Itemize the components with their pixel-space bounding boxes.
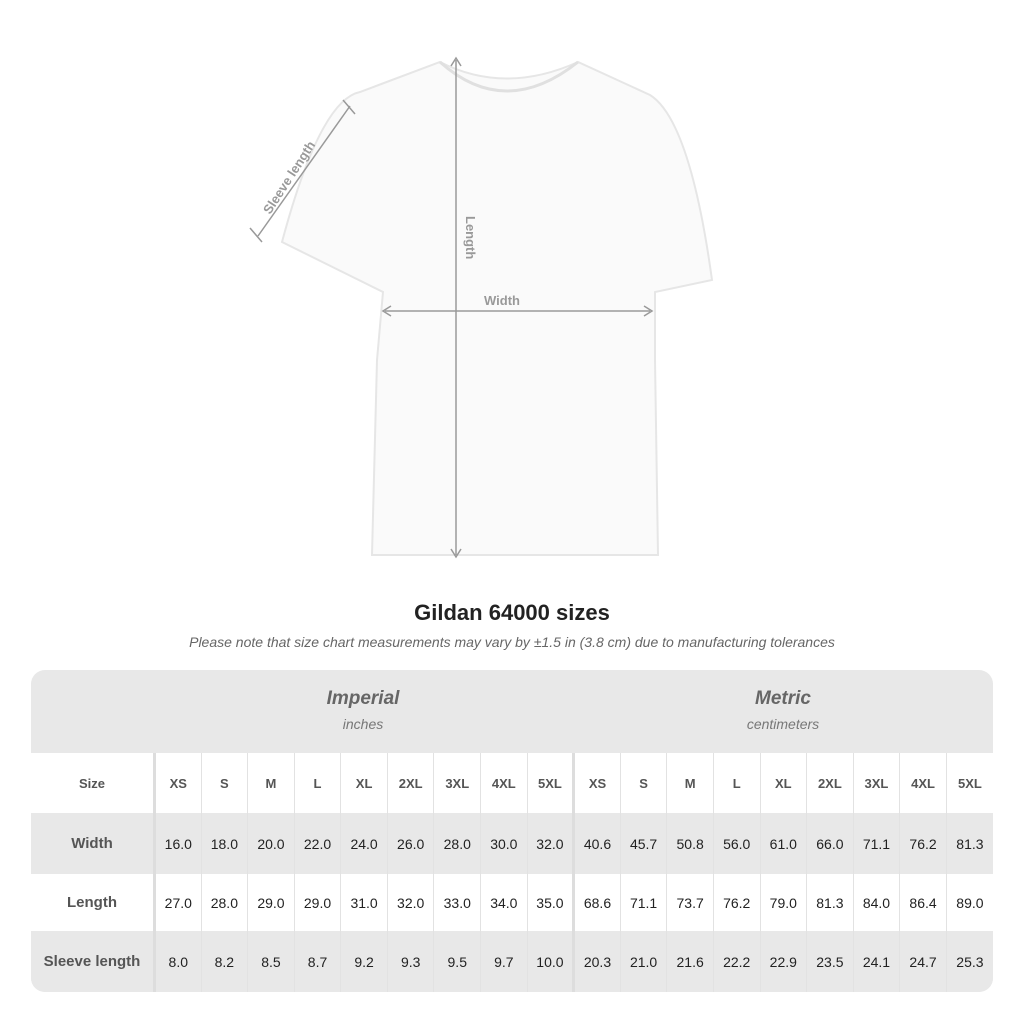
tshirt-diagram: Sleeve length Length Width — [249, 56, 714, 559]
table-cell: 24.1 — [852, 931, 900, 992]
table-cell: 30.0 — [480, 813, 528, 874]
row-label: Length — [31, 874, 155, 931]
table-cell: 8.5 — [247, 931, 295, 992]
table-cell: M — [666, 753, 714, 813]
table-cell: 76.2 — [899, 813, 947, 874]
table-cell: 33.0 — [433, 874, 481, 931]
table-cell: S — [200, 753, 248, 813]
metric-unit: centimeters — [746, 716, 820, 732]
table-cell: 79.0 — [759, 874, 807, 931]
table-cell: 9.5 — [433, 931, 481, 992]
metric-title: Metric — [755, 688, 811, 709]
table-cell: 24.7 — [899, 931, 947, 992]
row-label: Size — [31, 753, 155, 813]
table-cell: 5XL — [945, 753, 993, 813]
table-cell: 23.5 — [806, 931, 854, 992]
chart-title: Gildan 64000 sizes — [414, 600, 610, 625]
table-cell: 81.3 — [806, 874, 854, 931]
table-cell: 18.0 — [200, 813, 248, 874]
table-cell: 28.0 — [200, 874, 248, 931]
table-cell: 71.1 — [619, 874, 667, 931]
table-cell: XL — [340, 753, 388, 813]
table-cell: 45.7 — [619, 813, 667, 874]
table-cell: 25.3 — [945, 931, 993, 992]
table-cell: 68.6 — [572, 874, 621, 931]
table-cell: XS — [153, 753, 202, 813]
table-cell: L — [712, 753, 761, 813]
table-cell: 27.0 — [153, 874, 202, 931]
table-cell: 3XL — [852, 753, 900, 813]
table-cell: 81.3 — [945, 813, 993, 874]
imperial-title: Imperial — [326, 688, 400, 709]
table-row: Sleeve length 8.0 8.2 8.5 8.7 9.2 9.3 9.5 9.7 10.… — [31, 931, 993, 992]
table-cell: 8.2 — [200, 931, 248, 992]
table-cell: 84.0 — [852, 874, 900, 931]
table-cell: 20.0 — [247, 813, 295, 874]
table-row: Width 16.0 18.0 20.0 22.0 24.0 26.0 28.0 30.0 32.… — [31, 813, 993, 874]
row-label: Sleeve length — [31, 931, 155, 992]
table-cell: 3XL — [433, 753, 481, 813]
table-cell: 32.0 — [386, 874, 434, 931]
imperial-unit: inches — [342, 716, 384, 732]
table-cell: 29.0 — [247, 874, 295, 931]
table-cell: 8.0 — [153, 931, 202, 992]
table-cell: 4XL — [899, 753, 947, 813]
table-cell: 56.0 — [712, 813, 761, 874]
table-cell: 61.0 — [759, 813, 807, 874]
table-cell: XL — [759, 753, 807, 813]
table-cell: 86.4 — [899, 874, 947, 931]
table-cell: 4XL — [480, 753, 528, 813]
table-cell: 9.3 — [386, 931, 434, 992]
table-cell: 89.0 — [945, 874, 993, 931]
table-cell: 50.8 — [666, 813, 714, 874]
table-cell: 29.0 — [293, 874, 341, 931]
table-cell: 31.0 — [340, 874, 388, 931]
table-cell: 22.0 — [293, 813, 341, 874]
table-cell: 10.0 — [526, 931, 574, 992]
table-cell: S — [619, 753, 667, 813]
table-cell: 28.0 — [433, 813, 481, 874]
measurement-arrows — [249, 56, 654, 559]
table-cell: 8.7 — [293, 931, 341, 992]
table-cell: M — [247, 753, 295, 813]
imperial-header: Imperial inches — [153, 670, 573, 753]
table-cell: 9.7 — [480, 931, 528, 992]
metric-header: Metric centimeters — [573, 670, 993, 753]
width-label: Width — [484, 293, 520, 308]
row-label: Width — [31, 813, 155, 874]
table-cell: 34.0 — [480, 874, 528, 931]
table-cell: 22.2 — [712, 931, 761, 992]
table-cell: 76.2 — [712, 874, 761, 931]
table-cell: 40.6 — [572, 813, 621, 874]
table-cell: 24.0 — [340, 813, 388, 874]
tolerance-note: Please note that size chart measurements… — [189, 634, 835, 650]
table-cell: 22.9 — [759, 931, 807, 992]
table-cell: L — [293, 753, 341, 813]
length-label: Length — [463, 216, 478, 259]
table-cell: 2XL — [386, 753, 434, 813]
table-cell: 71.1 — [852, 813, 900, 874]
table-cell: 21.6 — [666, 931, 714, 992]
table-row: Length 27.0 28.0 29.0 29.0 31.0 32.0 33.0 34.0 35… — [31, 874, 993, 931]
table-cell: 66.0 — [806, 813, 854, 874]
size-table-card: Imperial inches Metric centimeters Size X… — [31, 670, 993, 992]
tshirt-image — [280, 60, 714, 556]
table-cell: 26.0 — [386, 813, 434, 874]
table-cell: 9.2 — [340, 931, 388, 992]
table-cell: 16.0 — [153, 813, 202, 874]
table-cell: XS — [572, 753, 621, 813]
table-cell: 2XL — [806, 753, 854, 813]
table-cell: 35.0 — [526, 874, 574, 931]
table-cell: 73.7 — [666, 874, 714, 931]
size-header-row: Size XS S M L XL 2XL 3XL 4XL 5XL XS S M L XL 2XL 3XL 4XL 5… — [31, 753, 993, 813]
table-cell: 20.3 — [572, 931, 621, 992]
size-table: Size XS S M L XL 2XL 3XL 4XL 5XL XS S M L XL 2XL 3XL 4XL 5… — [31, 753, 993, 992]
table-cell: 5XL — [526, 753, 574, 813]
table-cell: 21.0 — [619, 931, 667, 992]
table-cell: 32.0 — [526, 813, 574, 874]
